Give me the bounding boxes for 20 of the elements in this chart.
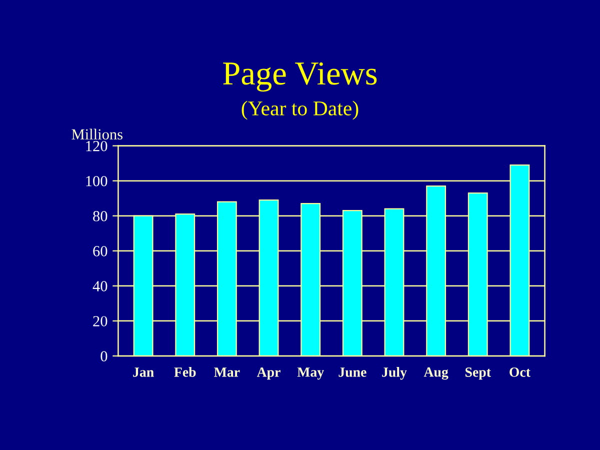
x-tick-label: Apr [256, 368, 280, 380]
y-tick-label: 80 [93, 210, 108, 222]
x-tick-label: Oct [510, 368, 530, 377]
x-tick-label: Sept [466, 368, 491, 380]
y-tick-label: 60 [93, 246, 108, 256]
y-axis-title: Millions [72, 128, 123, 140]
x-tick-label: Feb [174, 367, 196, 377]
y-tick-label: 120 [86, 140, 108, 152]
y-tick-label: 20 [93, 316, 108, 326]
y-tick-label: 100 [86, 176, 108, 186]
x-tick-label: May [297, 368, 324, 380]
chart-subtitle: (Year to Date) [242, 100, 358, 120]
x-tick-label: June [338, 368, 366, 377]
x-tick-label: Aug [424, 367, 448, 380]
y-tick-label: 40 [92, 281, 108, 292]
x-tick-label: Jan [133, 368, 154, 377]
chart-title: Page Views [223, 62, 377, 92]
y-tick-label: 0 [100, 351, 108, 362]
x-tick-label: Mar [214, 368, 240, 377]
x-tick-label: July [382, 367, 407, 380]
